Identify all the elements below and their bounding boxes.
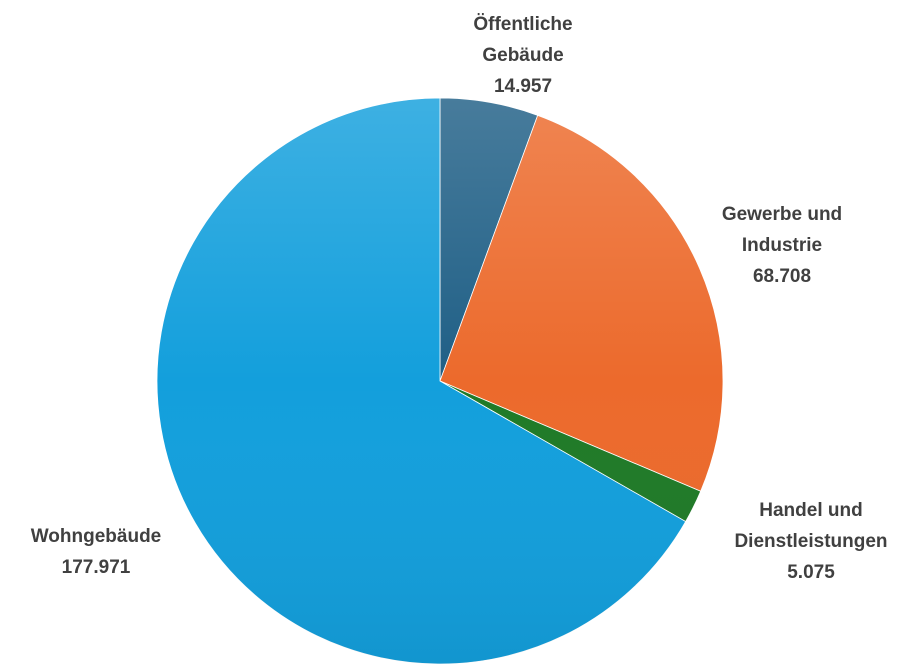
pie-labels: Öffentliche Gebäude 14.957 Gewerbe und Indus… xyxy=(31,14,888,583)
data-label-value: 68.708 xyxy=(753,266,811,287)
data-label: Gewerbe und Industrie 68.708 xyxy=(722,204,842,287)
pie-slices xyxy=(156,97,724,665)
data-label-value: 177.971 xyxy=(62,557,131,578)
data-label: Öffentliche Gebäude 14.957 xyxy=(473,14,572,97)
data-label-name: Industrie xyxy=(742,235,822,256)
data-label-name: Gewerbe und xyxy=(722,204,842,225)
data-label-name: Wohngebäude xyxy=(31,526,162,547)
data-label: Handel und Dienstleistungen 5.075 xyxy=(734,500,887,583)
data-label: Wohngebäude 177.971 xyxy=(31,526,162,578)
data-label-name: Handel und xyxy=(759,500,862,521)
data-label-value: 14.957 xyxy=(494,76,552,97)
data-label-value: 5.075 xyxy=(787,562,835,583)
data-label-name: Öffentliche xyxy=(473,14,572,35)
data-label-name: Gebäude xyxy=(482,45,563,66)
data-label-name: Dienstleistungen xyxy=(734,531,887,552)
